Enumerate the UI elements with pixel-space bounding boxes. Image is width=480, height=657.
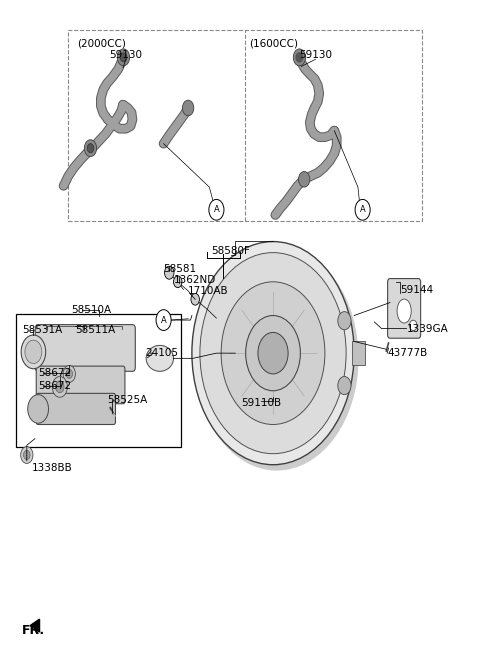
Circle shape (221, 282, 325, 424)
Ellipse shape (397, 299, 411, 323)
FancyBboxPatch shape (36, 325, 135, 371)
Circle shape (25, 340, 42, 363)
Circle shape (409, 320, 417, 330)
Text: 59130: 59130 (299, 51, 332, 60)
Circle shape (63, 365, 75, 382)
Text: 1710AB: 1710AB (188, 286, 229, 296)
Text: 43777B: 43777B (387, 348, 427, 358)
Text: 58672: 58672 (38, 368, 71, 378)
FancyBboxPatch shape (36, 366, 125, 404)
Circle shape (338, 311, 351, 330)
Circle shape (21, 335, 46, 369)
Circle shape (246, 315, 300, 391)
Circle shape (296, 53, 303, 62)
Circle shape (28, 395, 48, 423)
Circle shape (52, 376, 67, 397)
Text: 1362ND: 1362ND (174, 275, 216, 286)
Circle shape (87, 144, 94, 152)
Circle shape (191, 294, 199, 305)
Circle shape (209, 200, 224, 220)
Ellipse shape (146, 346, 173, 371)
Bar (16, 313, 181, 447)
Text: A: A (360, 205, 365, 214)
Text: 58510A: 58510A (72, 306, 112, 315)
Circle shape (182, 100, 194, 116)
Circle shape (24, 451, 30, 459)
Text: (2000CC): (2000CC) (77, 38, 126, 48)
Text: A: A (214, 205, 219, 214)
Text: 58531A: 58531A (22, 325, 62, 335)
Text: 58525A: 58525A (107, 395, 147, 405)
Text: 1339GA: 1339GA (407, 323, 448, 334)
Text: 1338BB: 1338BB (32, 463, 72, 473)
Bar (352, 342, 365, 365)
Circle shape (165, 266, 174, 279)
Text: 58581: 58581 (164, 264, 197, 274)
Circle shape (84, 140, 96, 156)
Circle shape (293, 49, 306, 66)
Circle shape (192, 242, 354, 464)
Text: 24105: 24105 (145, 348, 179, 358)
Circle shape (338, 376, 351, 395)
Circle shape (200, 252, 346, 454)
Circle shape (196, 247, 358, 470)
Circle shape (258, 332, 288, 374)
Text: 58580F: 58580F (211, 246, 250, 256)
Text: 58672: 58672 (38, 380, 71, 390)
Circle shape (56, 381, 64, 393)
Circle shape (118, 49, 130, 66)
Circle shape (120, 53, 127, 62)
Circle shape (299, 171, 310, 187)
Text: 58511A: 58511A (75, 325, 115, 335)
FancyBboxPatch shape (36, 394, 116, 424)
Circle shape (355, 200, 370, 220)
Circle shape (21, 447, 33, 463)
Text: 59144: 59144 (400, 284, 433, 294)
Polygon shape (30, 619, 39, 632)
Circle shape (173, 276, 182, 288)
Circle shape (156, 309, 171, 330)
Text: 59110B: 59110B (241, 398, 281, 408)
Text: (1600CC): (1600CC) (250, 38, 299, 48)
Text: A: A (161, 315, 167, 325)
Text: 59130: 59130 (109, 51, 143, 60)
Circle shape (66, 369, 72, 378)
FancyBboxPatch shape (388, 279, 420, 338)
Text: FR.: FR. (22, 623, 45, 637)
